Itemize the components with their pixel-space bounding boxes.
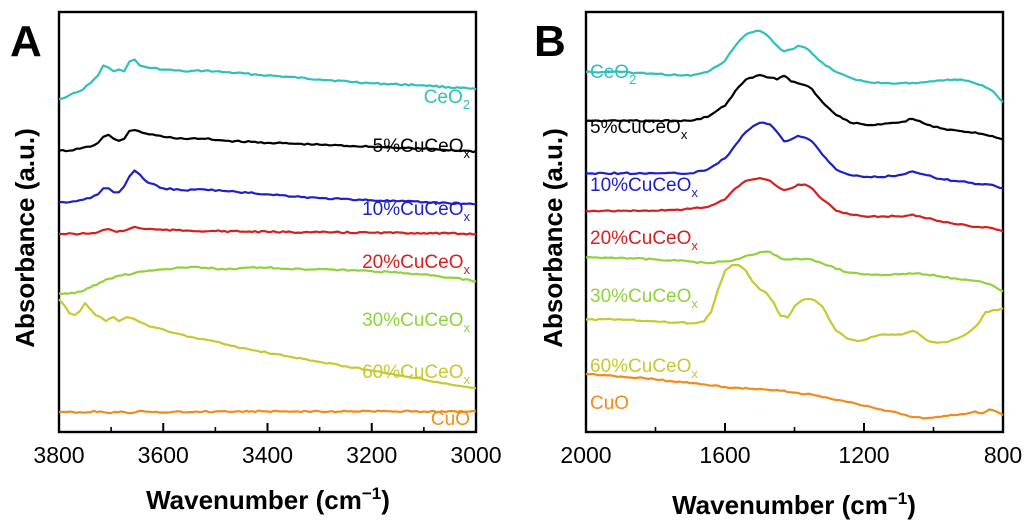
- series-label-60pct-cuceox: 60%CuCeOx: [590, 356, 698, 381]
- x-tick-label: 3200: [346, 442, 397, 468]
- x-tick-label: 3400: [242, 442, 293, 468]
- series-label-cuo: CuO: [431, 409, 470, 430]
- panel-a-letter: A: [10, 17, 42, 66]
- panel-b-ticks: 2000 1600 1200 800: [560, 423, 1022, 468]
- series-label-30pct-cuceox: 30%CuCeOx: [590, 286, 698, 311]
- x-tick-label: 800: [984, 442, 1022, 468]
- panel-b-series-labels: CeO2 5%CuCeOx 10%CuCeOx 20%CuCeOx 30%CuCeOx 6…: [590, 62, 698, 414]
- series-label-cuo: CuO: [590, 393, 629, 414]
- panel-a-ylabel: Absorbance (a.u.): [10, 128, 40, 348]
- series-line-20pct-cuceox: [58, 225, 477, 236]
- series-line-60pct-cuceox: [58, 298, 477, 390]
- series-label-10pct-cuceox: 10%CuCeOx: [362, 199, 470, 224]
- series-line-10pct-cuceox: [585, 121, 1004, 190]
- series-line-30pct-cuceox: [585, 250, 1004, 293]
- panel-a: A Absorbance (a.u.) 3800 3600 3400 3200 3000…: [10, 10, 502, 515]
- series-line-ceo2: [585, 29, 1004, 103]
- series-label-10pct-cuceox: 10%CuCeOx: [590, 175, 698, 200]
- panel-a-ticks: 3800 3600 3400 3200 3000: [33, 423, 502, 468]
- panel-b: B Absorbance (a.u.) 2000 1600 1200 800 CeO2…: [534, 10, 1022, 520]
- series-line-5pct-cuceox: [58, 129, 477, 154]
- series-label-30pct-cuceox: 30%CuCeOx: [362, 310, 470, 335]
- series-line-60pct-cuceox: [585, 264, 1004, 344]
- series-label-5pct-cuceox: 5%CuCeOx: [373, 136, 471, 161]
- series-line-20pct-cuceox: [585, 177, 1004, 233]
- panel-b-letter: B: [534, 17, 566, 66]
- series-line-cuo: [58, 409, 477, 415]
- series-label-20pct-cuceox: 20%CuCeOx: [590, 228, 698, 253]
- x-tick-label: 1200: [838, 442, 889, 468]
- panel-b-xlabel: Wavenumber (cm−1): [672, 489, 916, 520]
- x-tick-label: 3600: [138, 442, 189, 468]
- x-tick-label: 3800: [33, 442, 84, 468]
- series-line-10pct-cuceox: [58, 169, 477, 206]
- x-tick-label: 3000: [450, 442, 501, 468]
- panel-a-traces: [58, 58, 477, 415]
- x-tick-label: 1600: [699, 442, 750, 468]
- panel-b-ylabel: Absorbance (a.u.): [538, 128, 568, 348]
- series-label-20pct-cuceox: 20%CuCeOx: [362, 252, 470, 277]
- series-line-ceo2: [58, 58, 477, 101]
- series-line-5pct-cuceox: [585, 73, 1004, 141]
- series-label-ceo2: CeO2: [590, 62, 636, 87]
- series-line-30pct-cuceox: [58, 265, 476, 295]
- series-line-cuo: [585, 372, 1004, 420]
- panel-a-xlabel: Wavenumber (cm−1): [146, 484, 390, 515]
- panel-a-series-labels: CeO2 5%CuCeOx 10%CuCeOx 20%CuCeOx 30%CuCeOx 6…: [362, 87, 470, 430]
- series-label-ceo2: CeO2: [424, 87, 470, 112]
- x-tick-label: 2000: [560, 442, 611, 468]
- series-label-5pct-cuceox: 5%CuCeOx: [590, 117, 688, 142]
- series-label-60pct-cuceox: 60%CuCeOx: [362, 362, 470, 387]
- panel-b-traces: [585, 29, 1004, 420]
